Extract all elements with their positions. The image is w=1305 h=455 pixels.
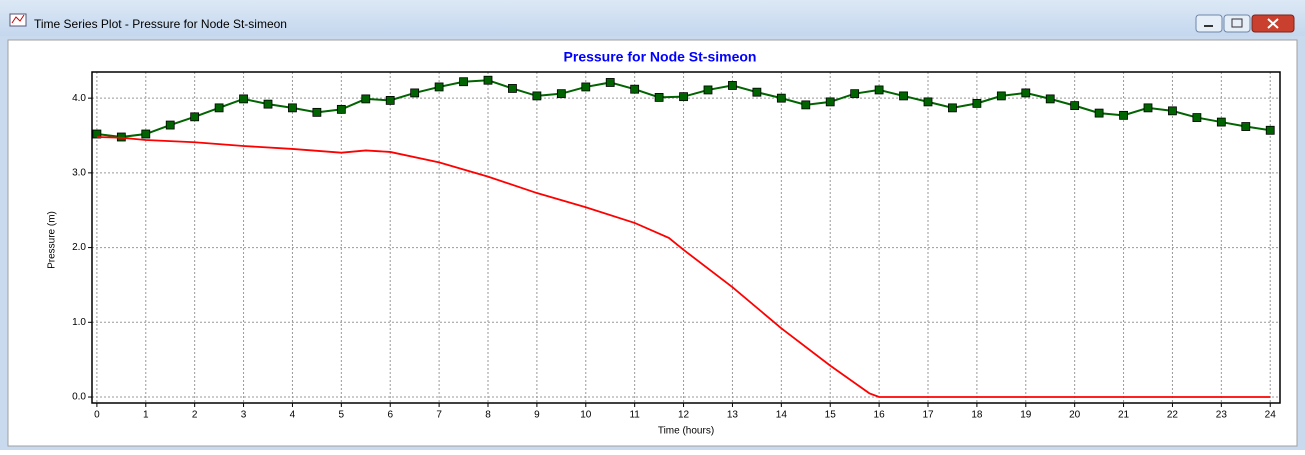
x-tick-label: 5 [339, 410, 345, 421]
x-tick-label: 10 [580, 410, 592, 421]
series-marker [336, 104, 346, 114]
x-tick-label: 17 [922, 410, 934, 421]
y-tick-label: 1.0 [72, 317, 86, 328]
series-marker [239, 94, 248, 104]
series-marker [410, 88, 420, 98]
series-marker [679, 92, 688, 102]
series-marker [654, 93, 664, 102]
x-tick-label: 0 [94, 410, 100, 421]
x-tick-label: 13 [727, 410, 739, 421]
series-marker [508, 84, 517, 93]
series-marker [141, 129, 151, 139]
plot-area [92, 72, 1280, 403]
series-marker [899, 91, 908, 101]
series-marker [972, 98, 982, 108]
x-tick-label: 1 [143, 410, 149, 421]
x-tick-label: 9 [534, 410, 540, 421]
x-tick-label: 23 [1216, 410, 1228, 421]
x-tick-label: 18 [971, 410, 983, 421]
minimize-button[interactable] [1195, 14, 1223, 33]
x-tick-label: 7 [436, 410, 442, 421]
series-marker [1168, 106, 1177, 116]
x-tick-label: 20 [1069, 410, 1081, 421]
series-marker [434, 82, 444, 92]
series-marker [850, 89, 860, 99]
y-tick-label: 0.0 [72, 392, 86, 403]
y-axis-label: Pressure (m) [47, 211, 58, 269]
x-tick-label: 19 [1020, 410, 1032, 421]
series-marker [581, 82, 591, 92]
series-marker [214, 103, 224, 113]
series-marker [776, 93, 786, 103]
plot-border [91, 71, 1281, 404]
series-marker [1216, 117, 1226, 127]
window-title: Time Series Plot - Pressure for Node St-… [34, 17, 287, 31]
x-tick-label: 12 [678, 410, 690, 421]
series-marker [361, 94, 371, 104]
x-tick-label: 16 [874, 410, 886, 421]
series-marker [874, 85, 884, 95]
series-marker [532, 91, 542, 101]
series-marker [752, 87, 762, 97]
series-line [96, 136, 1271, 398]
series-marker [1094, 108, 1104, 118]
series-marker [825, 97, 835, 107]
x-tick-label: 24 [1265, 410, 1277, 421]
series-marker [1241, 122, 1251, 131]
series-marker [263, 99, 273, 109]
series-marker [630, 84, 640, 94]
series-marker [703, 85, 713, 95]
series-marker [459, 77, 468, 87]
y-tick-label: 3.0 [72, 168, 86, 179]
maximize-button[interactable] [1223, 14, 1251, 33]
x-axis-label: Time (hours) [658, 426, 714, 437]
series-marker [385, 95, 395, 105]
maximize-icon [1231, 18, 1243, 28]
series-marker [801, 100, 811, 110]
close-icon [1267, 18, 1279, 29]
x-tick-label: 3 [241, 410, 247, 421]
series-marker [1143, 103, 1153, 113]
y-tick-label: 4.0 [72, 93, 86, 104]
x-tick-label: 22 [1167, 410, 1179, 421]
app-icon [9, 13, 27, 27]
series-marker [996, 91, 1006, 101]
series-marker [165, 120, 175, 130]
y-tick-label: 2.0 [72, 242, 86, 253]
x-tick-label: 21 [1118, 410, 1130, 421]
series-marker [1265, 125, 1275, 135]
series-marker [923, 97, 933, 107]
app-icon-graph [11, 14, 25, 24]
series-marker [1045, 94, 1055, 104]
title-bar [0, 0, 1305, 36]
series-marker [1119, 110, 1128, 120]
x-tick-label: 2 [192, 410, 198, 421]
x-tick-label: 14 [776, 410, 788, 421]
series-marker [288, 103, 297, 113]
series-marker [483, 75, 493, 85]
x-tick-label: 4 [290, 410, 296, 421]
x-tick-label: 11 [629, 410, 640, 421]
series-marker [605, 78, 615, 87]
series-marker [1070, 101, 1080, 111]
chart-title: Pressure for Node St-simeon [564, 49, 757, 65]
series-marker [92, 129, 102, 139]
x-tick-label: 15 [825, 410, 837, 421]
series-marker [190, 112, 200, 122]
series-marker [728, 81, 737, 90]
series-marker [1192, 113, 1202, 122]
x-tick-label: 8 [485, 410, 491, 421]
series-marker [556, 89, 566, 99]
series-marker [948, 103, 957, 113]
series-marker [1021, 88, 1031, 98]
x-tick-label: 6 [387, 410, 393, 421]
series-marker [312, 107, 322, 117]
